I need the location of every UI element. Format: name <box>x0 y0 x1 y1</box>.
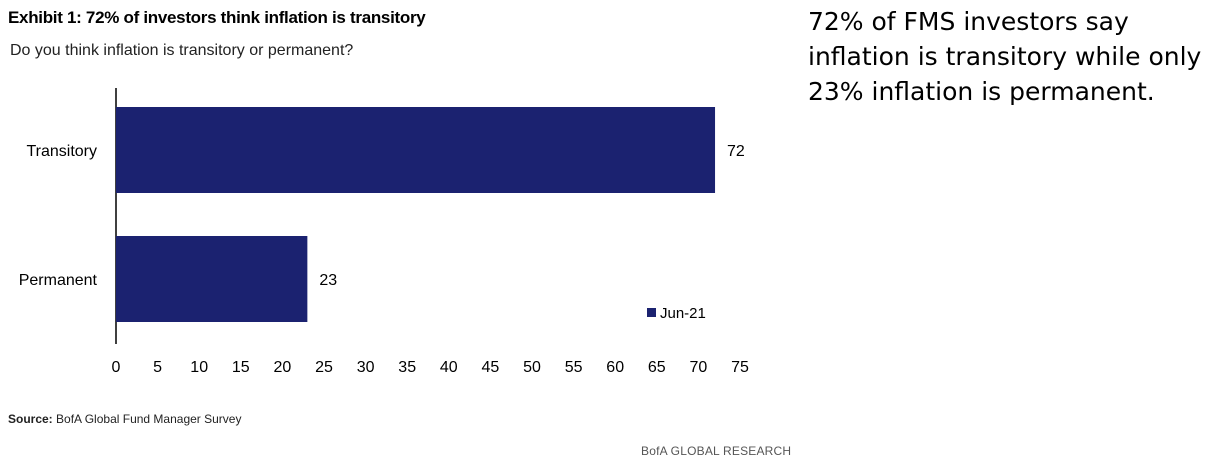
data-label-transitory: 72 <box>727 143 745 160</box>
category-label-permanent: Permanent <box>19 272 98 289</box>
x-tick-label: 65 <box>648 359 666 376</box>
x-tick-label: 30 <box>357 359 375 376</box>
side-note: 72% of FMS investors say inflation is tr… <box>808 7 1202 106</box>
x-tick-label: 55 <box>565 359 583 376</box>
x-tick-label: 10 <box>190 359 208 376</box>
x-tick-label: 15 <box>232 359 250 376</box>
chart-marks: Transitory 72 Permanent 23 0 5 10 15 20 25 30 35 40 4… <box>19 88 749 376</box>
source-line: Source: BofA Global Fund Manager Survey <box>8 412 241 426</box>
source-text: BofA Global Fund Manager Survey <box>56 412 242 426</box>
chart-subtitle: Do you think inflation is transitory or … <box>10 42 354 59</box>
source-label: Source: <box>8 412 53 426</box>
x-tick-label: 5 <box>153 359 162 376</box>
chart-title: Exhibit 1: 72% of investors think inflat… <box>8 8 426 27</box>
x-tick-label: 75 <box>731 359 749 376</box>
bar-chart: Transitory 72 Permanent 23 0 5 10 15 20 25 30 35 40 4… <box>19 88 749 376</box>
footer-brand: BofA GLOBAL RESEARCH <box>641 444 792 458</box>
x-tick-label: 60 <box>606 359 624 376</box>
data-label-permanent: 23 <box>319 272 337 289</box>
legend-label: Jun-21 <box>660 305 706 322</box>
x-tick-label: 35 <box>398 359 416 376</box>
x-tick-label: 45 <box>482 359 500 376</box>
x-tick-label: 70 <box>690 359 708 376</box>
x-tick-label: 20 <box>274 359 292 376</box>
x-tick-label: 40 <box>440 359 458 376</box>
x-tick-label: 50 <box>523 359 541 376</box>
category-label-transitory: Transitory <box>26 143 97 160</box>
bar-transitory <box>116 107 716 193</box>
bar-permanent <box>116 236 308 322</box>
x-tick-label: 0 <box>112 359 121 376</box>
legend-swatch <box>647 308 656 317</box>
x-tick-label: 25 <box>315 359 333 376</box>
